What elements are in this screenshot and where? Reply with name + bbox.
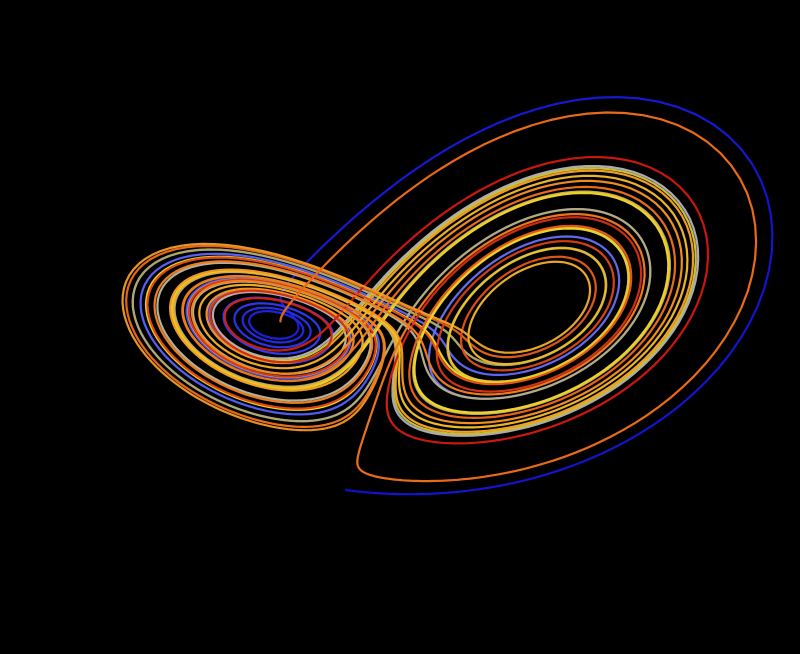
trajectory-segment [398, 338, 432, 419]
trajectory-segment [198, 283, 295, 370]
trajectory-segment [187, 278, 304, 378]
trajectory-segment [467, 268, 524, 365]
trajectory-segment [230, 320, 376, 382]
trajectory-segment [413, 200, 700, 437]
trajectory-segment [211, 297, 321, 360]
trajectory-segment [495, 247, 607, 366]
trajectory-segment [347, 169, 695, 327]
trajectory-segment [499, 235, 621, 373]
trajectory-segment [454, 263, 630, 383]
trajectory-segment [190, 299, 334, 375]
trajectory-segment [241, 307, 292, 344]
trajectory-segment [170, 269, 316, 390]
trajectory-segment [393, 213, 642, 354]
trajectory-segment [125, 244, 400, 421]
trajectory-segment [478, 243, 615, 372]
trajectory-segment [222, 312, 317, 355]
trajectory-segment [430, 111, 758, 483]
trajectory-segment [223, 297, 333, 335]
trajectory-segment [193, 279, 374, 352]
trajectory-segment [413, 347, 513, 414]
trajectory-segment [191, 371, 361, 410]
trajectory-segment [401, 323, 674, 433]
trajectory-segment [514, 255, 597, 358]
trajectory-segment [331, 179, 642, 360]
trajectory-segment [173, 326, 348, 392]
trajectory-segment [435, 240, 586, 365]
trajectory-segment [363, 315, 386, 402]
trajectory-segment [268, 285, 364, 373]
trajectory-segment [472, 174, 689, 429]
trajectory-segment [399, 331, 671, 436]
trajectory-segment [373, 185, 677, 341]
trajectory-segment [318, 165, 680, 348]
trajectory-segment [224, 312, 342, 352]
trajectory-segment [356, 429, 367, 465]
trajectory-segment [209, 289, 341, 348]
trajectory-segment [156, 261, 307, 402]
trajectory-segment [426, 327, 630, 400]
trajectory-segment [334, 321, 405, 417]
trajectory-segment [254, 391, 370, 428]
trajectory-segment [301, 289, 377, 384]
trajectory-segment [337, 287, 445, 384]
trajectory-segment [339, 156, 709, 366]
trajectory-segment [248, 310, 284, 340]
trajectory-segment [356, 462, 433, 483]
attractor-trajectory [121, 96, 774, 496]
trajectory-segment [196, 381, 362, 416]
trajectory-segment [416, 227, 628, 350]
trajectory-segment [418, 325, 512, 386]
trajectory-segment [415, 308, 529, 354]
trajectory-segment [313, 240, 459, 387]
trajectory-segment [429, 191, 683, 425]
trajectory-segment [181, 274, 366, 369]
trajectory-segment [241, 399, 367, 432]
trajectory-segment [456, 191, 670, 411]
trajectory-segment [402, 208, 652, 330]
trajectory-segment [131, 276, 337, 423]
trajectory-segment [344, 488, 375, 494]
trajectory-segment [436, 316, 629, 393]
trajectory-segment [231, 332, 333, 364]
trajectory-segment [121, 242, 418, 420]
trajectory-segment [205, 287, 354, 335]
trajectory-segment [372, 162, 774, 496]
trajectory-segment [442, 250, 646, 396]
trajectory-segment [390, 363, 656, 445]
trajectory-segment [265, 310, 305, 343]
trajectory-segment [324, 297, 380, 390]
trajectory-segment [521, 260, 592, 352]
trajectory-segment [504, 224, 633, 385]
trajectory-segment [304, 332, 372, 402]
trajectory-segment [292, 203, 490, 369]
trajectory-segment [410, 216, 643, 327]
trajectory-segment [233, 306, 303, 349]
trajectory-segment [153, 260, 340, 403]
trajectory-segment [397, 302, 517, 359]
trajectory-segment [388, 328, 404, 413]
trajectory-segment [255, 306, 312, 345]
trajectory-segment [460, 259, 535, 368]
trajectory-segment [446, 247, 559, 369]
trajectory-segment [397, 366, 475, 429]
trajectory-segment [411, 338, 646, 419]
trajectory-segment [279, 159, 456, 323]
trajectory-segment [274, 348, 373, 404]
trajectory-segment [364, 351, 396, 432]
